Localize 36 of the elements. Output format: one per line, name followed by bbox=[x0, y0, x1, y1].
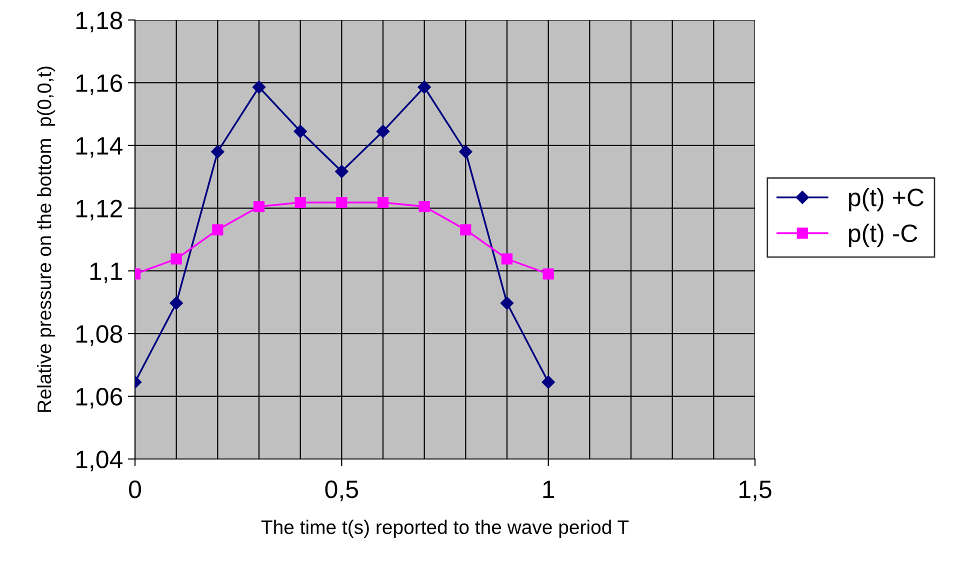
point bbox=[253, 201, 265, 212]
point bbox=[294, 124, 307, 138]
y-axis-title: Relative pressure on the bottom p(0,0,t) bbox=[36, 66, 56, 412]
point bbox=[336, 196, 348, 208]
y-tick-label: 1,12 bbox=[76, 200, 122, 220]
y-tick-label: 1,04 bbox=[76, 450, 122, 472]
point bbox=[501, 253, 513, 264]
point bbox=[460, 224, 472, 236]
point bbox=[377, 196, 389, 208]
point bbox=[211, 145, 224, 158]
y-tick-label: 1,16 bbox=[76, 74, 122, 95]
point bbox=[170, 296, 183, 310]
x-tick-label: 0 bbox=[129, 480, 141, 498]
point bbox=[542, 268, 554, 280]
y-tick-label: 1,1 bbox=[90, 262, 122, 284]
point bbox=[294, 196, 306, 208]
point bbox=[542, 376, 555, 389]
point bbox=[418, 201, 430, 212]
point bbox=[418, 80, 431, 94]
legend-label: p(t) -C bbox=[849, 224, 918, 248]
point bbox=[252, 80, 266, 94]
x-axis-title: The time t(s) reported to the wave period T bbox=[261, 520, 629, 538]
point bbox=[500, 296, 514, 310]
point bbox=[170, 253, 182, 264]
x-tick-label: 0,5 bbox=[325, 480, 358, 502]
point bbox=[376, 124, 390, 138]
x-tick-label: 1 bbox=[543, 480, 554, 498]
y-tick-label: 1,18 bbox=[76, 12, 122, 32]
y-tick-label: 1,06 bbox=[76, 388, 122, 409]
legend-label: p(t) +C bbox=[849, 188, 924, 212]
point bbox=[212, 224, 224, 236]
point bbox=[459, 145, 472, 158]
x-tick-label: 1,5 bbox=[740, 480, 772, 502]
y-tick-label: 1,08 bbox=[76, 325, 122, 346]
point bbox=[335, 164, 348, 178]
y-tick-label: 1,14 bbox=[76, 137, 122, 158]
